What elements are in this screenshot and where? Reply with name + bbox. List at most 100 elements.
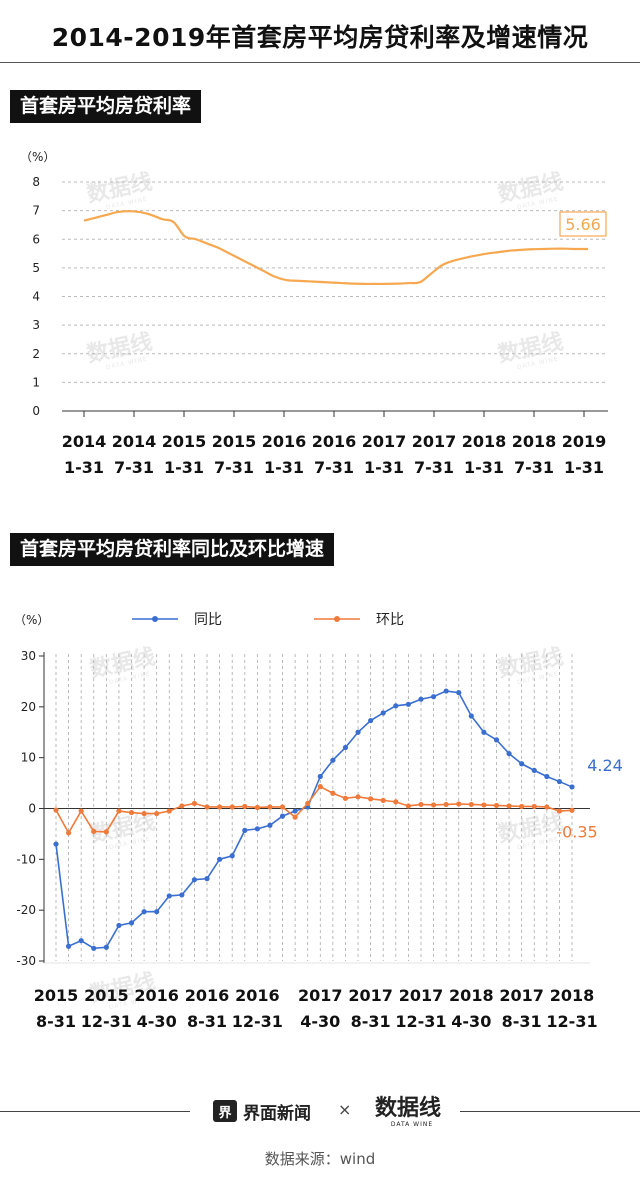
yoy-point xyxy=(418,696,424,702)
mom-point xyxy=(468,801,474,808)
x-tick-label-date: 4-30 xyxy=(451,1012,491,1031)
x-tick-label-year: 2017 xyxy=(412,432,457,451)
x-tick-label-date: 7-31 xyxy=(314,458,354,477)
yoy-point xyxy=(456,690,462,696)
mom-point xyxy=(141,810,147,817)
legend-label: 同比 xyxy=(194,612,222,628)
x-tick-label-date: 4-30 xyxy=(137,1012,177,1031)
y-tick-label: 1 xyxy=(32,375,40,389)
yoy-point xyxy=(78,938,84,944)
y-tick-label: 30 xyxy=(21,649,36,663)
datawine-logo-text: 数据线 xyxy=(375,1095,441,1121)
mom-point xyxy=(405,803,411,809)
yoy-point xyxy=(330,757,336,763)
x-tick-label-year: 2017 xyxy=(298,986,343,1005)
mom-point xyxy=(305,800,311,807)
yoy-point xyxy=(443,688,449,694)
mom-point xyxy=(254,804,260,811)
yoy-point xyxy=(405,701,411,707)
mom-point xyxy=(393,799,399,805)
yoy-point xyxy=(116,922,122,929)
y-unit-label: （%） xyxy=(20,150,55,164)
x-tick-label-year: 2016 xyxy=(235,986,280,1005)
mom-point xyxy=(430,802,437,808)
mom-point xyxy=(242,803,248,810)
y-tick-label: -30 xyxy=(16,954,36,968)
x-tick-label-year: 2015 xyxy=(212,432,257,451)
x-tick-label-year: 2015 xyxy=(84,986,129,1005)
yoy-point xyxy=(430,694,437,700)
jiemian-logo: 界 界面新闻 xyxy=(213,1097,343,1125)
mom-point xyxy=(493,802,500,809)
x-tick-label-date: 1-31 xyxy=(364,458,404,477)
yoy-point xyxy=(506,751,512,757)
y-tick-label: -20 xyxy=(16,903,36,917)
x-tick-label-date: 7-31 xyxy=(214,458,254,477)
y-tick-label: 7 xyxy=(32,204,40,218)
x-tick-label-year: 2016 xyxy=(185,986,230,1005)
x-tick-label-date: 8-31 xyxy=(502,1012,542,1031)
yoy-point xyxy=(229,853,235,859)
yoy-point xyxy=(254,826,260,832)
jiemian-logo-text: 界面新闻 xyxy=(243,1103,311,1124)
y-tick-label: 3 xyxy=(32,318,40,332)
section2-label: 首套房平均房贷利率同比及环比增速 xyxy=(10,533,335,566)
yoy-point xyxy=(368,717,374,724)
rate-end-label: 5.66 xyxy=(565,215,601,234)
y-tick-label: 5 xyxy=(32,261,40,275)
x-tick-label-date: 12-31 xyxy=(232,1012,283,1031)
yoy-point xyxy=(103,944,109,950)
mom-point xyxy=(317,784,323,790)
x-tick-label-date: 1-31 xyxy=(564,458,604,477)
mom-point xyxy=(53,807,59,813)
x-tick-label-date: 1-31 xyxy=(264,458,304,477)
y-tick-label: 0 xyxy=(28,802,36,816)
data-source: 数据来源：wind xyxy=(264,1150,376,1168)
x-tick-label-date: 1-31 xyxy=(164,458,204,477)
x-tick-label-date: 7-31 xyxy=(114,458,154,477)
yoy-point xyxy=(556,778,563,785)
x-tick-label-year: 2017 xyxy=(499,986,544,1005)
yoy-point xyxy=(191,877,198,883)
yoy-point xyxy=(292,808,298,814)
x-tick-label-year: 2016 xyxy=(312,432,357,451)
yoy-point xyxy=(544,773,550,780)
yoy-point xyxy=(531,767,537,773)
mom-point xyxy=(128,809,135,816)
yoy-point xyxy=(342,744,349,751)
yoy-point xyxy=(179,892,185,898)
footer-divider-left xyxy=(0,1111,190,1112)
y-tick-label: 4 xyxy=(32,290,40,304)
jiemian-logo-icon: 界 xyxy=(213,1100,237,1122)
yoy-point xyxy=(204,876,210,882)
title-divider xyxy=(0,62,640,63)
yoy-point xyxy=(242,827,248,833)
y-unit-label: （%） xyxy=(14,613,49,627)
yoy-point xyxy=(468,713,474,719)
yoy-point xyxy=(128,920,135,926)
mom-point xyxy=(78,808,84,814)
mom-point xyxy=(481,802,487,808)
section1-label: 首套房平均房贷利率 xyxy=(10,90,202,123)
yoy-point xyxy=(393,703,399,709)
mom-point xyxy=(519,803,525,810)
mom-point xyxy=(267,804,273,810)
mom-point xyxy=(569,807,575,813)
x-tick-label-date: 12-31 xyxy=(546,1012,597,1031)
y-tick-label: 10 xyxy=(21,751,36,765)
mom-point xyxy=(544,804,550,810)
yoy-point xyxy=(217,856,223,862)
yoy-point xyxy=(166,893,172,899)
mom-point xyxy=(229,804,235,810)
mom-point xyxy=(279,804,286,810)
mom-point xyxy=(556,808,563,814)
legend-swatch-dot xyxy=(334,616,340,622)
mom-point xyxy=(65,830,72,836)
mom-end-label: -0.35 xyxy=(556,822,597,841)
mom-point xyxy=(506,803,512,809)
x-tick-label-year: 2019 xyxy=(562,432,607,451)
rate-series-line xyxy=(83,210,589,286)
